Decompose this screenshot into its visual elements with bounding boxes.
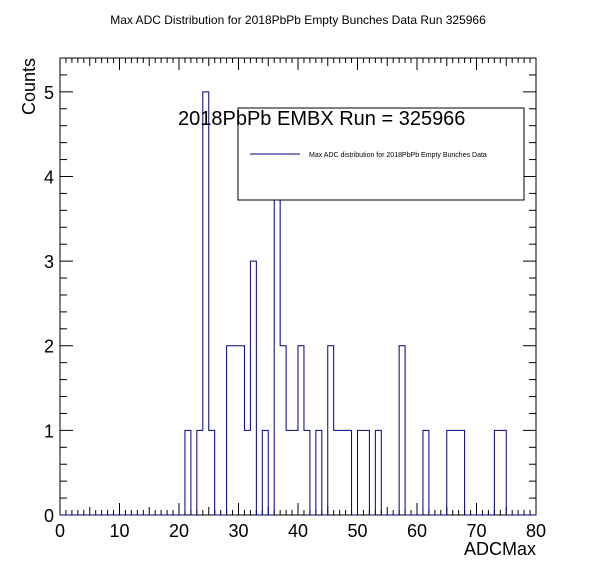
- x-tick-label: 60: [407, 521, 427, 541]
- x-tick-label: 20: [169, 521, 189, 541]
- y-tick-labels: 0 1 2 3 4 5: [44, 83, 54, 526]
- x-tick-label: 0: [55, 521, 65, 541]
- run-annotation: 2018PbPb EMBX Run = 325966: [178, 108, 465, 130]
- y-tick-label: 0: [44, 506, 54, 526]
- y-tick-label: 1: [44, 421, 54, 441]
- x-tick-label: 30: [228, 521, 248, 541]
- x-axis-label: ADCMax: [464, 539, 536, 559]
- x-tick-label: 70: [466, 521, 486, 541]
- y-tick-label: 3: [44, 252, 54, 272]
- y-axis-label: Counts: [19, 58, 39, 115]
- histogram-series-line: [60, 91, 536, 516]
- x-tick-label: 50: [347, 521, 367, 541]
- y-tick-label: 5: [44, 83, 54, 103]
- y-tick-label: 4: [44, 167, 54, 187]
- x-tick-label: 10: [109, 521, 129, 541]
- x-tick-label: 80: [526, 521, 546, 541]
- x-tick-labels: 0 10 20 30 40 50 60 70 80: [55, 521, 546, 541]
- y-tick-label: 2: [44, 337, 54, 357]
- legend-entry-label: Max ADC distribution for 2018PbPb Empty …: [309, 152, 487, 159]
- x-tick-label: 40: [288, 521, 308, 541]
- chart-title: Max ADC Distribution for 2018PbPb Empty …: [110, 13, 486, 27]
